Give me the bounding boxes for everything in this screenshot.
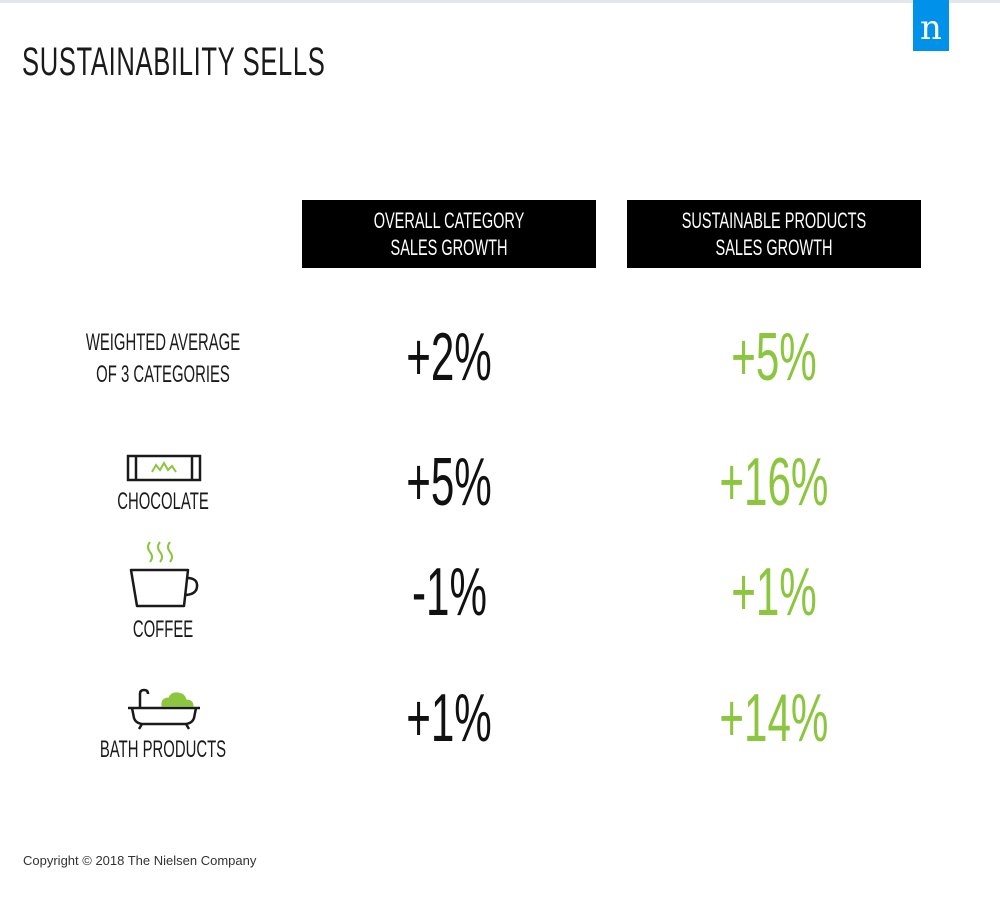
row-label-coffee: COFFEE <box>132 616 194 643</box>
row-label-bath-products: BATH PRODUCTS <box>99 736 227 763</box>
value-sustainable-weighted-average: +5% <box>731 319 817 395</box>
value-overall-coffee: -1% <box>411 554 487 630</box>
page-title: SUSTAINABILITY SELLS <box>22 40 326 84</box>
copyright-text: Copyright © 2018 The Nielsen Company <box>23 853 257 868</box>
bathtub-icon <box>128 688 200 730</box>
row-label-chocolate: CHOCOLATE <box>117 488 209 515</box>
value-sustainable-coffee: +1% <box>731 554 817 630</box>
value-sustainable-chocolate: +16% <box>719 444 829 520</box>
coffee-cup-icon <box>129 541 199 608</box>
row-label-weighted-average: WEIGHTED AVERAGE OF 3 CATEGORIES <box>85 329 241 388</box>
nielsen-logo: n <box>913 0 949 51</box>
value-overall-chocolate: +5% <box>406 444 492 520</box>
top-divider <box>0 0 1000 3</box>
value-sustainable-bath-products: +14% <box>719 680 829 756</box>
chocolate-bar-icon <box>126 454 202 482</box>
column-header-sustainable-label: SUSTAINABLE PRODUCTS SALES GROWTH <box>681 208 867 260</box>
value-overall-bath-products: +1% <box>406 680 492 756</box>
value-overall-weighted-average: +2% <box>406 319 492 395</box>
column-header-sustainable: SUSTAINABLE PRODUCTS SALES GROWTH <box>627 200 921 268</box>
column-header-overall-label: OVERALL CATEGORY SALES GROWTH <box>373 208 525 260</box>
column-header-overall: OVERALL CATEGORY SALES GROWTH <box>302 200 596 268</box>
